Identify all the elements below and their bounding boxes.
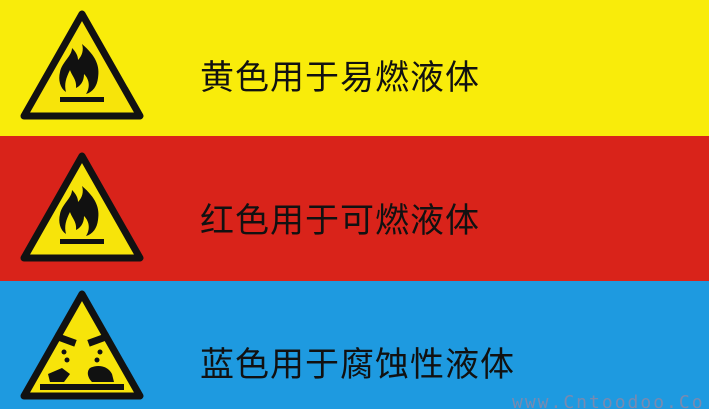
flammable-warning-icon <box>20 152 144 262</box>
corrosive-warning-icon <box>20 290 144 400</box>
red-caption: 红色用于可燃液体 <box>200 201 480 241</box>
blue-band: 蓝色用于腐蚀性液体 <box>0 281 709 409</box>
yellow-caption: 黄色用于易燃液体 <box>200 58 480 98</box>
watermark: www.Cntoodoo.Co <box>512 392 705 409</box>
red-band: 红色用于可燃液体 <box>0 136 709 281</box>
flammable-warning-icon <box>20 10 144 120</box>
yellow-band: 黄色用于易燃液体 <box>0 0 709 136</box>
blue-caption: 蓝色用于腐蚀性液体 <box>200 345 515 385</box>
